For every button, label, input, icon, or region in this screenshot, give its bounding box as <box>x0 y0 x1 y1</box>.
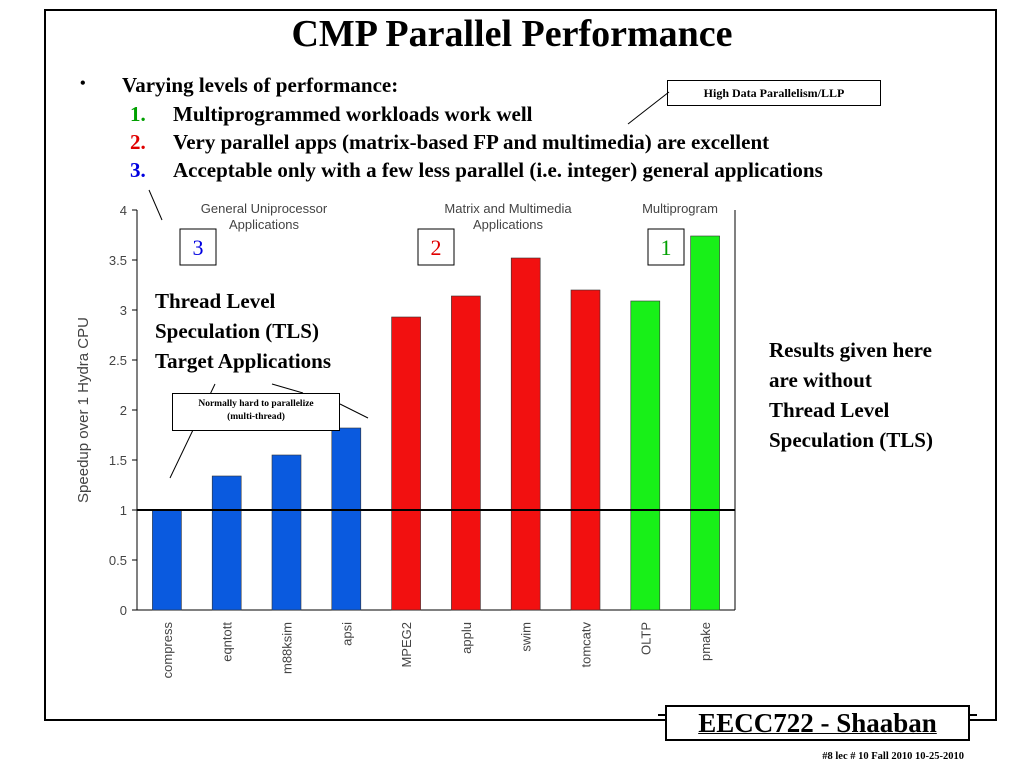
group-number: 2 <box>431 235 442 260</box>
bar <box>690 235 720 611</box>
group-label: Matrix and Multimedia <box>444 201 572 216</box>
results-line-2: are without <box>769 368 872 392</box>
y-tick-label: 2 <box>120 403 127 418</box>
x-tick-label: apsi <box>339 622 354 646</box>
results-note: Results given here are without Thread Le… <box>769 335 933 455</box>
y-tick-label: 1.5 <box>109 453 127 468</box>
hard-line-2: (multi-thread) <box>227 412 285 422</box>
course-footer-box: EECC722 - Shaaban <box>658 705 977 741</box>
tls-line-3: Target Applications <box>155 349 331 373</box>
x-tick-label: OLTP <box>638 622 653 655</box>
bar <box>451 295 481 611</box>
high-data-parallelism-callout: High Data Parallelism/LLP <box>667 80 881 106</box>
group-number: 3 <box>193 235 204 260</box>
bar <box>152 509 182 611</box>
group-number: 1 <box>661 235 672 260</box>
group-number-box <box>647 228 685 266</box>
group-label: Applications <box>229 217 300 232</box>
x-tick-label: eqntott <box>220 622 235 662</box>
item-3-text: Acceptable only with a few less parallel… <box>173 158 823 182</box>
item-1-number: 1. <box>130 102 146 126</box>
bar <box>331 427 362 611</box>
bullet-marker: • <box>80 75 86 92</box>
x-tick-label: applu <box>459 622 474 654</box>
bar <box>211 475 242 611</box>
results-line-1: Results given here <box>769 338 932 362</box>
slide-frame <box>44 9 997 721</box>
slide-title: CMP Parallel Performance <box>291 13 733 55</box>
bullet-intro: Varying levels of performance: <box>122 73 399 97</box>
x-tick-label: tomcatv <box>579 622 594 668</box>
results-line-3: Thread Level <box>769 398 890 422</box>
group-label: Applications <box>473 217 544 232</box>
y-tick-label: 3 <box>120 303 127 318</box>
bar <box>570 289 601 611</box>
lecture-info: #8 lec # 10 Fall 2010 10-25-2010 <box>822 751 964 762</box>
group-number-box <box>179 228 217 266</box>
tls-line-1: Thread Level <box>155 289 276 313</box>
hard-to-parallelize-callout: Normally hard to parallelize (multi-thre… <box>172 393 340 431</box>
x-tick-label: swim <box>519 622 534 652</box>
x-tick-label: pmake <box>698 622 713 661</box>
group-label: General Uniprocessor <box>201 201 328 216</box>
item-2-text: Very parallel apps (matrix-based FP and … <box>173 130 770 154</box>
x-tick-label: m88ksim <box>280 622 295 674</box>
bar <box>510 257 541 611</box>
bar <box>391 316 421 611</box>
group-label: Multiprogram <box>642 201 718 216</box>
tls-target-label: Thread Level Speculation (TLS) Target Ap… <box>155 286 331 376</box>
y-tick-label: 4 <box>120 203 127 218</box>
y-tick-label: 3.5 <box>109 253 127 268</box>
item-3-number: 3. <box>130 158 146 182</box>
bar <box>271 454 302 611</box>
y-tick-label: 0.5 <box>109 553 127 568</box>
bar <box>630 300 661 611</box>
group-number-box <box>417 228 455 266</box>
y-tick-label: 1 <box>120 503 127 518</box>
tls-line-2: Speculation (TLS) <box>155 319 319 343</box>
lecture-footer: #8 lec # 10 Fall 2010 10-25-2010 <box>0 751 1024 762</box>
x-tick-label: MPEG2 <box>399 622 414 668</box>
y-tick-label: 0 <box>120 603 127 618</box>
x-tick-label: compress <box>160 622 175 679</box>
item-1-text: Multiprogrammed workloads work well <box>173 102 533 126</box>
results-line-4: Speculation (TLS) <box>769 428 933 452</box>
item-2-number: 2. <box>130 130 146 154</box>
y-axis-label: Speedup over 1 Hydra CPU <box>75 317 92 503</box>
y-tick-label: 2.5 <box>109 353 127 368</box>
hard-line-1: Normally hard to parallelize <box>198 399 314 409</box>
